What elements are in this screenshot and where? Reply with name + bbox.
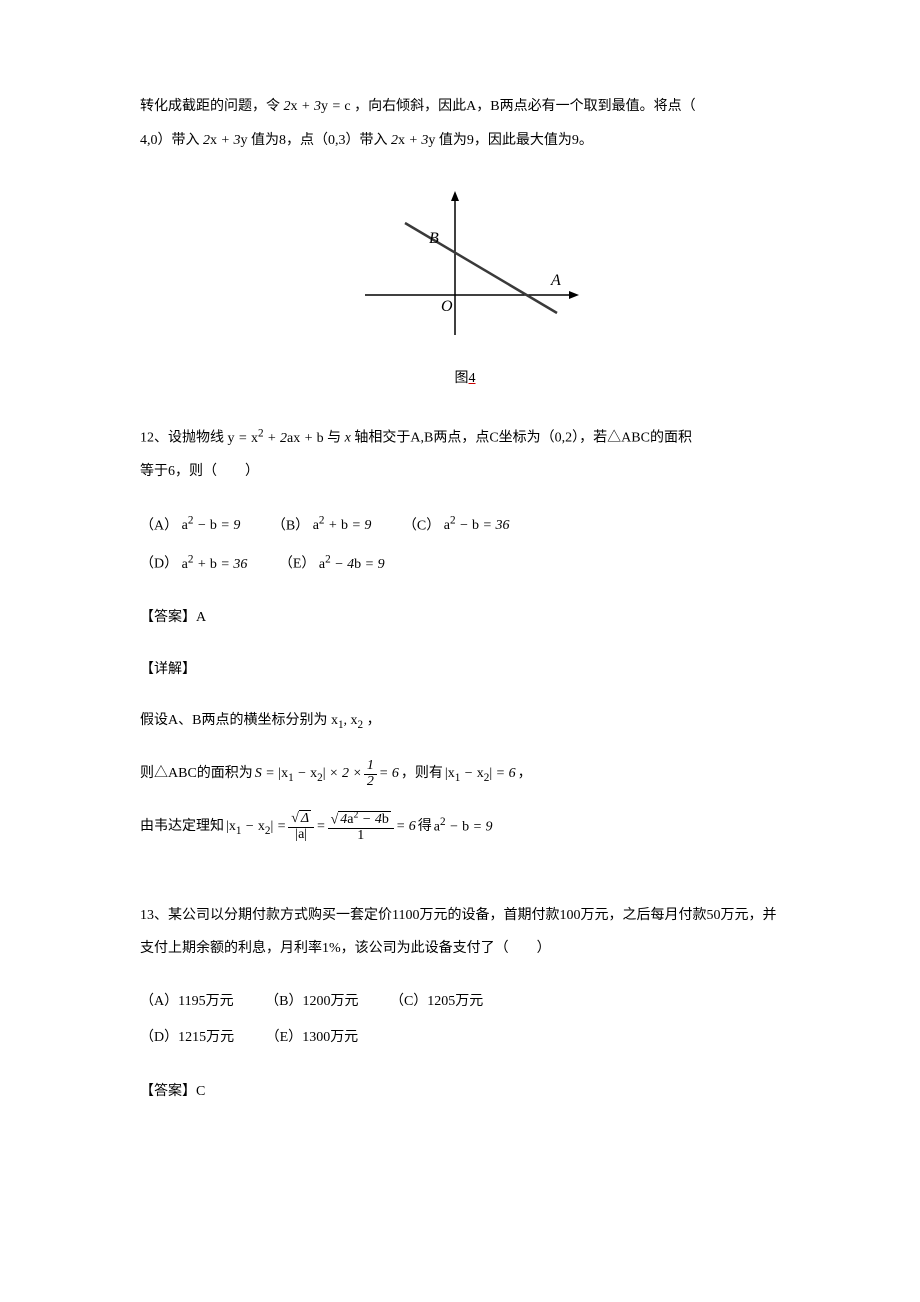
q12-step2-frac: 1 2 — [364, 759, 377, 789]
q13-option-b: （B）1200万元 — [265, 984, 358, 1020]
option-text: 1205万元 — [427, 994, 483, 1009]
option-text: 1200万元 — [302, 994, 358, 1009]
option-expr: a2 − b = 9 — [182, 518, 241, 533]
frac-den: 2 — [364, 775, 377, 790]
intro-text-2: ，向右倾斜，因此A，B两点必有一个取到最值。将点（ — [354, 99, 695, 114]
q12-step1-b: ， — [367, 713, 381, 728]
intro-text-3: 4,0）带入 — [140, 133, 200, 148]
q12-step3-res: a2 − b = 9 — [434, 809, 493, 844]
q12-step1-x: x1, x2 — [331, 713, 363, 728]
option-label: （E） — [266, 1030, 303, 1045]
option-label: （A） — [140, 994, 178, 1009]
option-label: （C） — [390, 994, 427, 1009]
figure-svg: B A O — [335, 185, 595, 355]
answer-value: C — [196, 1084, 205, 1099]
q12-option-b: （B） a2 + b = 9 — [272, 507, 372, 545]
q12-mid1: 与 — [327, 431, 341, 446]
intro-paragraph: 转化成截距的问题，令 2x + 3y = c ，向右倾斜，因此A，B两点必有一个… — [140, 90, 790, 157]
option-expr: a2 − 4b = 9 — [319, 557, 385, 572]
option-label: （B） — [272, 518, 309, 533]
q12-answer: 【答案】A — [140, 601, 790, 635]
q12-step3-eq6: = 6 — [396, 810, 416, 844]
option-expr: a2 − b = 36 — [444, 518, 510, 533]
q12-step2-s: S = |x1 − x2| × 2 × — [255, 757, 362, 792]
figure-label-b: B — [429, 230, 439, 247]
option-label: （B） — [265, 994, 302, 1009]
q12-step3-mid: 得 — [418, 810, 432, 844]
figure-label-a: A — [550, 272, 561, 289]
q12-step2-end: ， — [518, 757, 532, 791]
q12-line2: 等于6，则（ ） — [140, 464, 259, 479]
q12-prefix: 12、设抛物线 — [140, 431, 224, 446]
q12-option-d: （D） a2 + b = 36 — [140, 545, 247, 583]
q13-options: （A）1195万元 （B）1200万元 （C）1205万元 （D）1215万元 … — [140, 984, 790, 1057]
q12-option-a: （A） a2 − b = 9 — [140, 507, 240, 545]
option-expr: a2 + b = 36 — [182, 557, 248, 572]
q12-step2-abs2: |x1 − x2| = 6 — [445, 757, 516, 792]
q12-step3-frac2: √4a2 − 4b 1 — [328, 811, 394, 844]
q12-detail-label: 【详解】 — [140, 653, 790, 687]
intro-expr-2: 2x + 3y — [203, 133, 247, 148]
q12-step1: 假设A、B两点的横坐标分别为 x1, x2 ， — [140, 704, 790, 739]
q12-stem: 12、设抛物线 y = x2 + 2ax + b 与 x 轴相交于A,B两点，点… — [140, 420, 790, 489]
q12-xaxis: x — [345, 431, 355, 446]
q12-step3-a: 由韦达定理知 — [140, 810, 224, 844]
option-text: 1195万元 — [178, 994, 233, 1009]
answer-value: A — [196, 610, 206, 625]
q13-answer: 【答案】C — [140, 1075, 790, 1109]
intro-expr-1: 2x + 3y = c — [284, 99, 351, 114]
figure-label-o: O — [441, 298, 453, 315]
intro-text-1: 转化成截距的问题，令 — [140, 99, 280, 114]
answer-label: 【答案】 — [140, 1084, 196, 1099]
figure-4: B A O 图4 — [140, 185, 790, 390]
option-label: （D） — [140, 557, 178, 572]
option-text: 1300万元 — [302, 1030, 358, 1045]
q13-option-e: （E）1300万元 — [266, 1020, 359, 1056]
q13-option-c: （C）1205万元 — [390, 984, 483, 1020]
intro-text-5: 值为9，因此最大值为9。 — [439, 133, 593, 148]
q12-option-c: （C） a2 − b = 36 — [403, 507, 510, 545]
frac-num: 1 — [364, 759, 377, 775]
q12-step2-mid: ，则有 — [401, 757, 443, 791]
intro-text-4: 值为8，点（0,3）带入 — [251, 133, 388, 148]
q12-step3-eq1: = — [316, 810, 325, 844]
figure-caption: 图4 — [140, 368, 790, 390]
option-label: （A） — [140, 518, 178, 533]
answer-label: 【答案】 — [140, 610, 196, 625]
q12-option-e: （E） a2 − 4b = 9 — [279, 545, 385, 583]
option-label: （D） — [140, 1030, 178, 1045]
q12-options: （A） a2 − b = 9 （B） a2 + b = 9 （C） a2 − b… — [140, 507, 790, 583]
q12-mid2: 轴相交于A,B两点，点C坐标为（0,2），若△ABC的面积 — [354, 431, 692, 446]
q13-option-a: （A）1195万元 — [140, 984, 234, 1020]
q12-step3-abs: |x1 − x2| = — [226, 810, 286, 845]
q12-step2: 则△ABC的面积为 S = |x1 − x2| × 2 × 1 2 = 6 ，则… — [140, 757, 532, 792]
q12-step2-eq6: = 6 — [379, 757, 399, 791]
q12-step3-frac1: √Δ |a| — [288, 812, 314, 842]
q12-step2-a: 则△ABC的面积为 — [140, 757, 253, 791]
q13-option-d: （D）1215万元 — [140, 1020, 234, 1056]
q12-expr: y = x2 + 2ax + b — [228, 431, 324, 446]
q12-step1-a: 假设A、B两点的横坐标分别为 — [140, 713, 327, 728]
option-text: 1215万元 — [178, 1030, 234, 1045]
option-label: （C） — [403, 518, 440, 533]
q12-step3: 由韦达定理知 |x1 − x2| = √Δ |a| = √4a2 − 4b 1 … — [140, 809, 493, 844]
figure-caption-prefix: 图 — [455, 371, 469, 386]
option-expr: a2 + b = 9 — [313, 518, 372, 533]
figure-caption-num: 4 — [469, 371, 476, 386]
option-label: （E） — [279, 557, 316, 572]
intro-expr-3: 2x + 3y — [391, 133, 435, 148]
q13-stem: 13、某公司以分期付款方式购买一套定价1100万元的设备，首期付款100万元，之… — [140, 899, 790, 966]
